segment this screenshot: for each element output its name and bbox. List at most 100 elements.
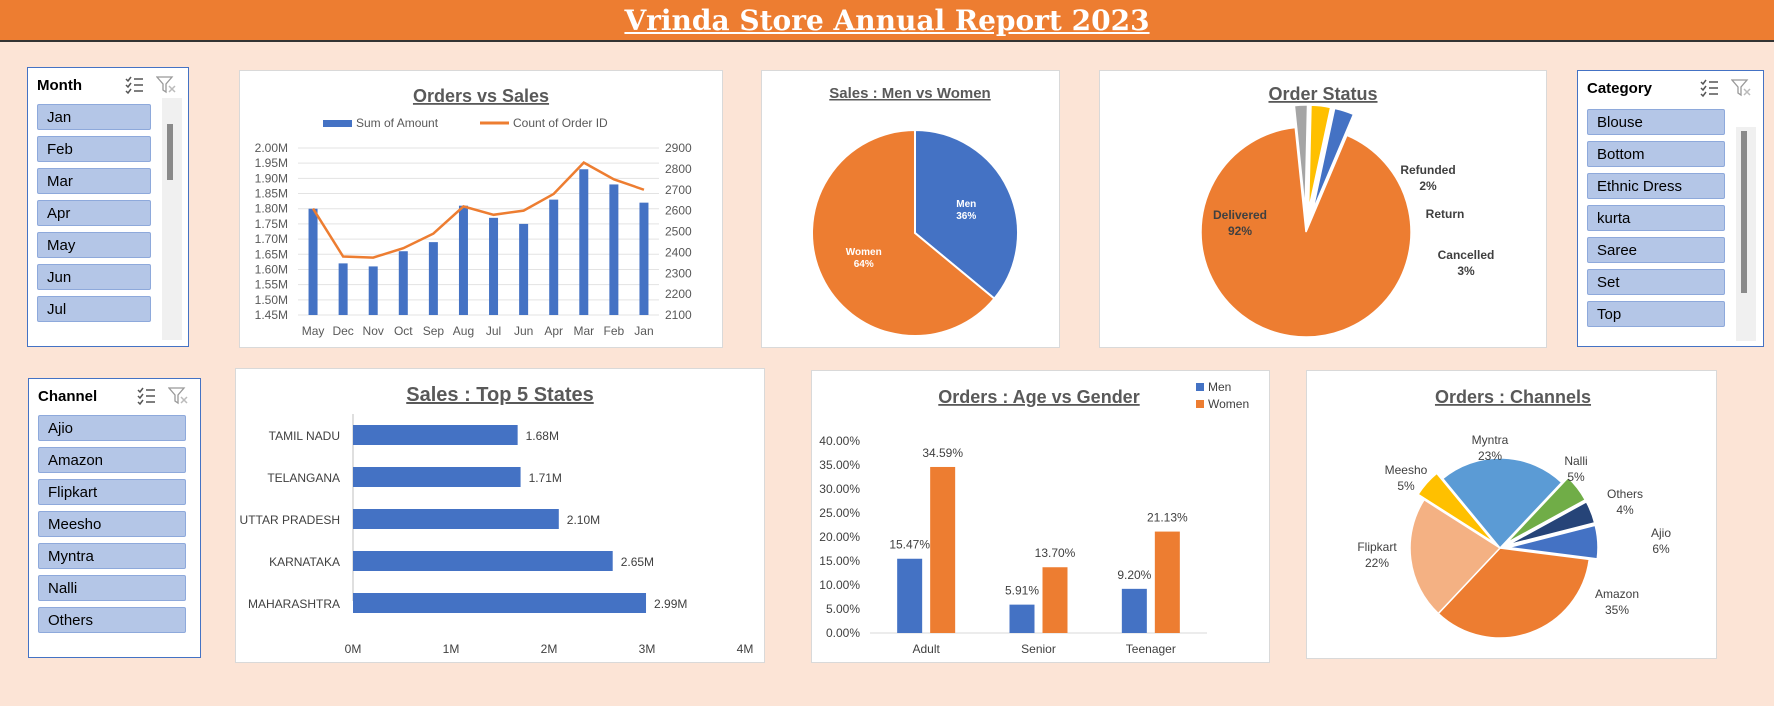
x-tick-label: Adult [912,642,940,656]
x-tick-label: Nov [363,324,384,338]
age-gender-bar-chart: Orders : Age vs Gender Men Women 40.00% 35.0… [819,380,1249,656]
x-tick-label: 1M [443,642,460,656]
y-tick-label: UTTAR PRADESH [240,513,340,527]
y2-tick-label: 2800 [665,162,692,176]
multi-select-icon[interactable] [136,386,156,406]
slicer-item-jun[interactable]: Jun [37,264,151,290]
slice-percent: 5% [1567,470,1585,484]
pie-slice-women [811,128,996,337]
slice-label: Meesho [1385,463,1428,477]
y2-tick-label: 2700 [665,183,692,197]
y-tick-label: 1.55M [255,278,288,292]
channels-pie-chart: Orders : Channels Ajio 6% Amazon 35% Flipkart… [1357,387,1671,639]
bar-men [1121,588,1147,633]
pie-slice-refunded [1293,104,1309,211]
slice-percent: 4% [1616,503,1634,517]
y-tick-label: 1.50M [255,293,288,307]
top-states-panel: Sales : Top 5 States TAMIL NADU 1.68M TELAN… [235,368,765,663]
x-tick-label: Dec [332,324,353,338]
slice-percent: 6% [1652,542,1670,556]
y2-tick-label: 2900 [665,141,692,155]
data-label: 5.91% [1005,584,1039,598]
data-label: 21.13% [1147,511,1188,525]
y-tick-label: 30.00% [819,482,860,496]
clear-filter-icon[interactable] [156,75,176,95]
multi-select-icon[interactable] [124,75,144,95]
x-tick-label: 4M [737,642,754,656]
x-tick-label: Apr [544,324,563,338]
y-tick-label: 1.85M [255,187,288,201]
x-tick-label: Senior [1021,642,1056,656]
chart-title: Order Status [1268,84,1377,104]
bar-amount [458,205,468,315]
slicer-item-saree[interactable]: Saree [1587,237,1725,263]
y-tick-label: 1.75M [255,217,288,231]
slicer-item-others[interactable]: Others [38,607,186,633]
data-label: 1.68M [526,429,559,443]
slice-label: Ajio [1651,526,1671,540]
slice-percent: 36% [956,211,976,222]
y-tick-label: 1.65M [255,247,288,261]
x-tick-label: 3M [639,642,656,656]
slicer-item-ajio[interactable]: Ajio [38,415,186,441]
slice-percent: 2% [1419,179,1437,193]
slicer-item-kurta[interactable]: kurta [1587,205,1725,231]
x-tick-label: Sep [423,324,445,338]
y-tick-label: 1.45M [255,308,288,322]
slice-label: Others [1607,487,1643,501]
chart-title: Sales : Men vs Women [829,85,990,102]
slicer-item-nalli[interactable]: Nalli [38,575,186,601]
bar-state [353,509,559,529]
slice-label: Men [956,199,976,210]
slicer-item-jul[interactable]: Jul [37,296,151,322]
slicer-item-jan[interactable]: Jan [37,104,151,130]
bar-amount [579,169,589,315]
slice-label: Delivered [1213,208,1267,222]
x-tick-label: Mar [573,324,594,338]
slice-label: Myntra [1472,433,1509,447]
legend-swatch-amount [323,120,352,127]
x-tick-label: Aug [453,324,474,338]
slicer-item-top[interactable]: Top [1587,301,1725,327]
slicer-item-set[interactable]: Set [1587,269,1725,295]
pie-slice-cancelled [1311,107,1355,212]
order-status-pie-chart: Order Status Delivered 92% Refunded 2% Return… [1200,84,1494,338]
slicer-item-ethnic-dress[interactable]: Ethnic Dress [1587,173,1725,199]
y-tick-label: 20.00% [819,530,860,544]
x-tick-label: Jul [486,324,501,338]
slicer-item-may[interactable]: May [37,232,151,258]
pie-slice-delivered [1200,126,1412,338]
slicer-item-amazon[interactable]: Amazon [38,447,186,473]
bar-amount [428,242,438,315]
scrollbar-thumb[interactable] [167,124,173,180]
slice-label: Return [1426,207,1465,221]
slice-percent: 5% [1397,479,1415,493]
y-tick-label: 40.00% [819,434,860,448]
slicer-item-meesho[interactable]: Meesho [38,511,186,537]
slicer-item-apr[interactable]: Apr [37,200,151,226]
slicer-item-mar[interactable]: Mar [37,168,151,194]
data-label: 2.99M [654,597,687,611]
scrollbar-thumb[interactable] [1741,131,1747,293]
chart-title: Orders : Channels [1435,387,1591,407]
legend-swatch [1196,383,1204,391]
clear-filter-icon[interactable] [168,386,188,406]
chart-title: Orders : Age vs Gender [938,387,1139,407]
slice-percent: 3% [1457,264,1475,278]
top-states-bar-chart: Sales : Top 5 States TAMIL NADU 1.68M TELAN… [240,384,754,656]
y-tick-label: 1.80M [255,202,288,216]
y-tick-label: 2.00M [255,141,288,155]
slicer-item-feb[interactable]: Feb [37,136,151,162]
bar-women [1042,567,1068,633]
y-tick-label: TAMIL NADU [269,429,340,443]
multi-select-icon[interactable] [1699,78,1719,98]
y-tick-label: 0.00% [826,626,860,640]
y-tick-label: 1.95M [255,156,288,170]
slicer-item-flipkart[interactable]: Flipkart [38,479,186,505]
slicer-item-bottom[interactable]: Bottom [1587,141,1725,167]
clear-filter-icon[interactable] [1731,78,1751,98]
x-tick-label: Feb [604,324,625,338]
slicer-item-blouse[interactable]: Blouse [1587,109,1725,135]
slicer-item-myntra[interactable]: Myntra [38,543,186,569]
